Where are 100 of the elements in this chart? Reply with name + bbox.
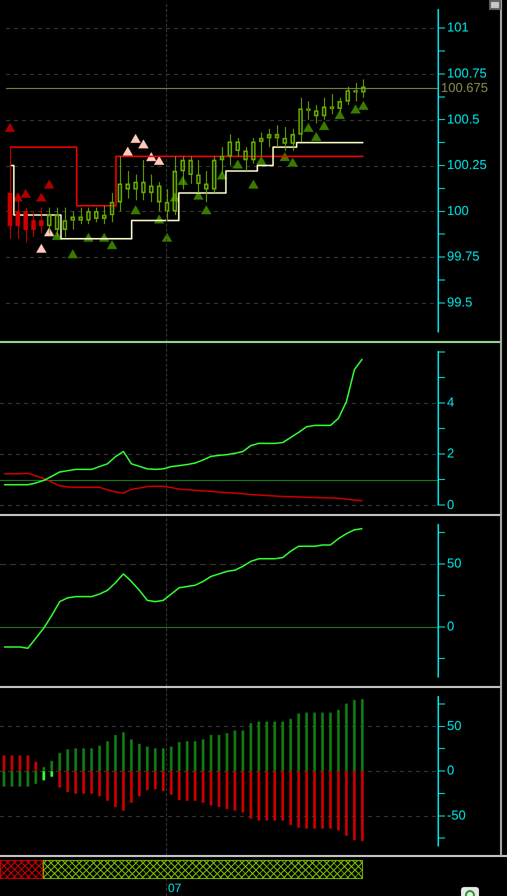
bar bbox=[66, 771, 70, 792]
bar bbox=[242, 730, 244, 771]
bar bbox=[281, 722, 284, 771]
y-tick-label: 101 bbox=[447, 20, 469, 35]
bar bbox=[58, 771, 62, 788]
bar bbox=[138, 771, 141, 796]
point bbox=[36, 192, 46, 202]
y-tick-label: 99.5 bbox=[447, 294, 472, 310]
text: 07 bbox=[168, 881, 182, 895]
y-tick-label: 50 bbox=[447, 555, 462, 570]
bar bbox=[74, 771, 77, 794]
point bbox=[20, 189, 30, 198]
bar bbox=[130, 739, 133, 771]
bar bbox=[146, 771, 149, 790]
bar bbox=[146, 746, 149, 771]
bar bbox=[265, 722, 268, 771]
ref-line-label: 100.675 bbox=[441, 80, 488, 96]
point bbox=[288, 158, 298, 167]
bar bbox=[329, 771, 332, 829]
point bbox=[44, 180, 54, 189]
y-tick-label: 0 bbox=[447, 762, 454, 778]
bar bbox=[98, 746, 101, 771]
bar bbox=[138, 744, 141, 771]
bar bbox=[273, 771, 276, 821]
bar bbox=[297, 713, 300, 771]
bar bbox=[242, 771, 244, 813]
bar bbox=[154, 748, 157, 771]
point bbox=[154, 156, 164, 165]
bar bbox=[202, 739, 204, 771]
y-tick-label: 2 bbox=[447, 446, 454, 461]
bar bbox=[226, 771, 228, 809]
bar bbox=[50, 760, 54, 771]
bar bbox=[234, 730, 236, 771]
bar bbox=[321, 771, 324, 829]
point bbox=[232, 160, 243, 169]
bar bbox=[186, 741, 188, 771]
bar bbox=[202, 771, 204, 803]
candlestick bbox=[23, 207, 28, 243]
y-tick-label: 4 bbox=[447, 394, 454, 410]
bar bbox=[361, 699, 364, 771]
bar bbox=[178, 742, 181, 771]
point bbox=[256, 156, 266, 165]
bar bbox=[90, 748, 93, 771]
bar bbox=[114, 771, 117, 808]
point bbox=[68, 250, 78, 258]
y-tick-label: 0 bbox=[447, 618, 454, 634]
y-tick-label: 100.75 bbox=[447, 65, 487, 80]
bar bbox=[218, 771, 220, 808]
bar bbox=[154, 771, 157, 790]
bar bbox=[122, 732, 125, 771]
point bbox=[122, 147, 133, 156]
point bbox=[358, 101, 368, 110]
bar bbox=[273, 722, 276, 771]
bar bbox=[305, 712, 308, 771]
candlestick bbox=[39, 207, 44, 234]
bar bbox=[58, 752, 62, 771]
bar bbox=[74, 748, 77, 771]
bar bbox=[257, 771, 260, 821]
point bbox=[319, 122, 329, 130]
bar bbox=[250, 723, 252, 771]
point bbox=[5, 123, 15, 132]
bar bbox=[361, 771, 364, 842]
bar bbox=[98, 771, 101, 796]
bar bbox=[234, 771, 236, 811]
bar bbox=[218, 734, 220, 771]
point bbox=[311, 132, 322, 142]
point bbox=[350, 105, 360, 114]
bar bbox=[337, 771, 340, 830]
point bbox=[130, 206, 140, 214]
bar bbox=[329, 712, 332, 771]
y-tick-label: 50 bbox=[447, 718, 462, 733]
bar bbox=[82, 771, 85, 794]
bar bbox=[210, 771, 212, 806]
y-tick-label: 100.5 bbox=[447, 111, 480, 126]
bar bbox=[162, 748, 165, 771]
bar bbox=[289, 771, 292, 826]
point bbox=[107, 240, 117, 250]
bar bbox=[162, 771, 165, 792]
bar bbox=[82, 748, 85, 771]
bar bbox=[313, 712, 316, 771]
y-tick-label: 100.25 bbox=[447, 157, 487, 172]
bar bbox=[122, 771, 125, 811]
bar bbox=[106, 771, 109, 801]
candlestick bbox=[15, 192, 20, 240]
bar bbox=[42, 767, 46, 771]
point bbox=[248, 180, 258, 189]
point bbox=[162, 233, 172, 242]
bar bbox=[114, 734, 117, 771]
point bbox=[36, 244, 46, 253]
bar bbox=[353, 771, 356, 840]
y-tick-label: -50 bbox=[447, 807, 466, 822]
bar bbox=[257, 722, 260, 771]
bar bbox=[345, 771, 348, 836]
bar bbox=[42, 771, 46, 780]
bar bbox=[170, 746, 173, 771]
point bbox=[304, 123, 314, 132]
bar bbox=[170, 771, 173, 795]
candlestick bbox=[8, 146, 12, 240]
bar bbox=[305, 771, 308, 829]
bar bbox=[194, 771, 196, 801]
